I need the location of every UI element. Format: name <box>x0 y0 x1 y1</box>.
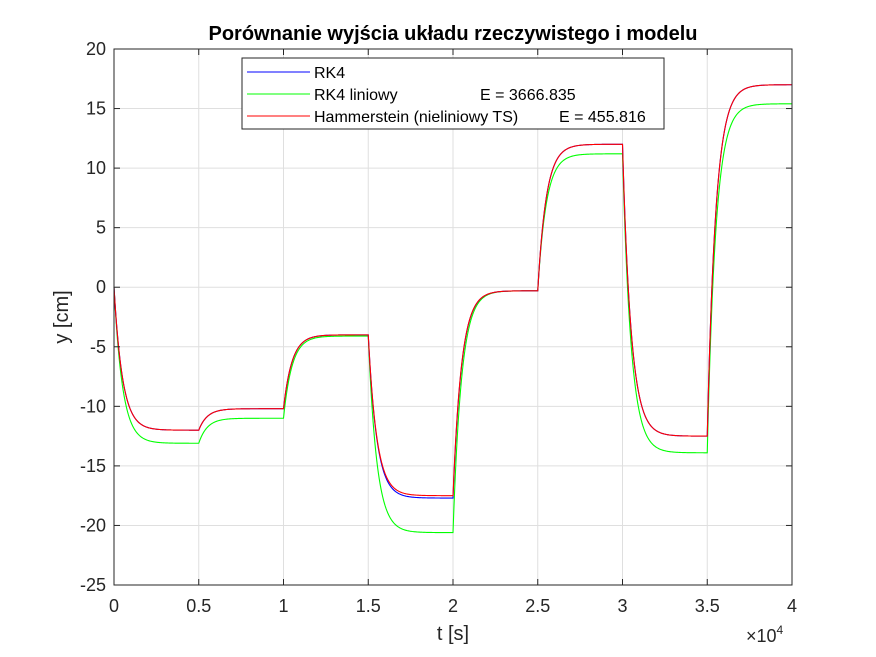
x-tick-label: 4 <box>787 596 797 616</box>
series-line-rk4-liniowy <box>113 103 792 534</box>
y-tick-label: 10 <box>86 158 106 178</box>
legend-label-rk4-liniowy: RK4 liniowy <box>314 87 398 104</box>
y-tick-label: -20 <box>80 515 106 535</box>
x-tick-label: 1.5 <box>356 596 381 616</box>
legend-label-hammerstein: Hammerstein (nieliniowy TS) <box>314 109 518 126</box>
x-axis-exponent-base: ×10 <box>746 626 777 646</box>
y-tick-label: 5 <box>96 218 106 238</box>
x-tick-label: 2 <box>448 596 458 616</box>
series-line-hammerstein <box>113 84 792 497</box>
y-axis-label: y [cm] <box>51 290 73 343</box>
y-tick-label: -25 <box>80 575 106 595</box>
y-tick-label: -15 <box>80 456 106 476</box>
x-tick-label: 0 <box>109 596 119 616</box>
chart-title: Porównanie wyjścia układu rzeczywistego … <box>208 23 697 45</box>
x-tick-label: 0.5 <box>186 596 211 616</box>
legend-error-rk4-liniowy: E = 3666.835 <box>480 87 576 104</box>
x-tick-label: 2.5 <box>525 596 550 616</box>
y-tick-label: 0 <box>96 277 106 297</box>
y-tick-label: 20 <box>86 39 106 59</box>
x-axis-exponent-power: 4 <box>777 623 784 637</box>
x-axis-exponent: ×104 <box>746 623 784 646</box>
legend-box <box>241 57 665 130</box>
x-axis-label: t [s] <box>437 623 469 645</box>
axis-ticks: 0 0.5 1 1.5 2 2.5 3 3.5 4 -25 -20 -15 -10 -5 0 5 10 15 20 <box>80 39 797 616</box>
legend-label-rk4: RK4 <box>314 65 345 82</box>
series-lines <box>113 84 792 534</box>
x-tick-label: 3.5 <box>695 596 720 616</box>
legend-error-hammerstein: E = 455.816 <box>559 109 646 126</box>
y-tick-label: -5 <box>90 337 106 357</box>
x-tick-label: 1 <box>278 596 288 616</box>
x-tick-label: 3 <box>617 596 627 616</box>
legend: RK4 RK4 liniowy E = 3666.835 Hammerstein… <box>241 57 665 130</box>
y-tick-label: 15 <box>86 99 106 119</box>
y-tick-label: -10 <box>80 396 106 416</box>
